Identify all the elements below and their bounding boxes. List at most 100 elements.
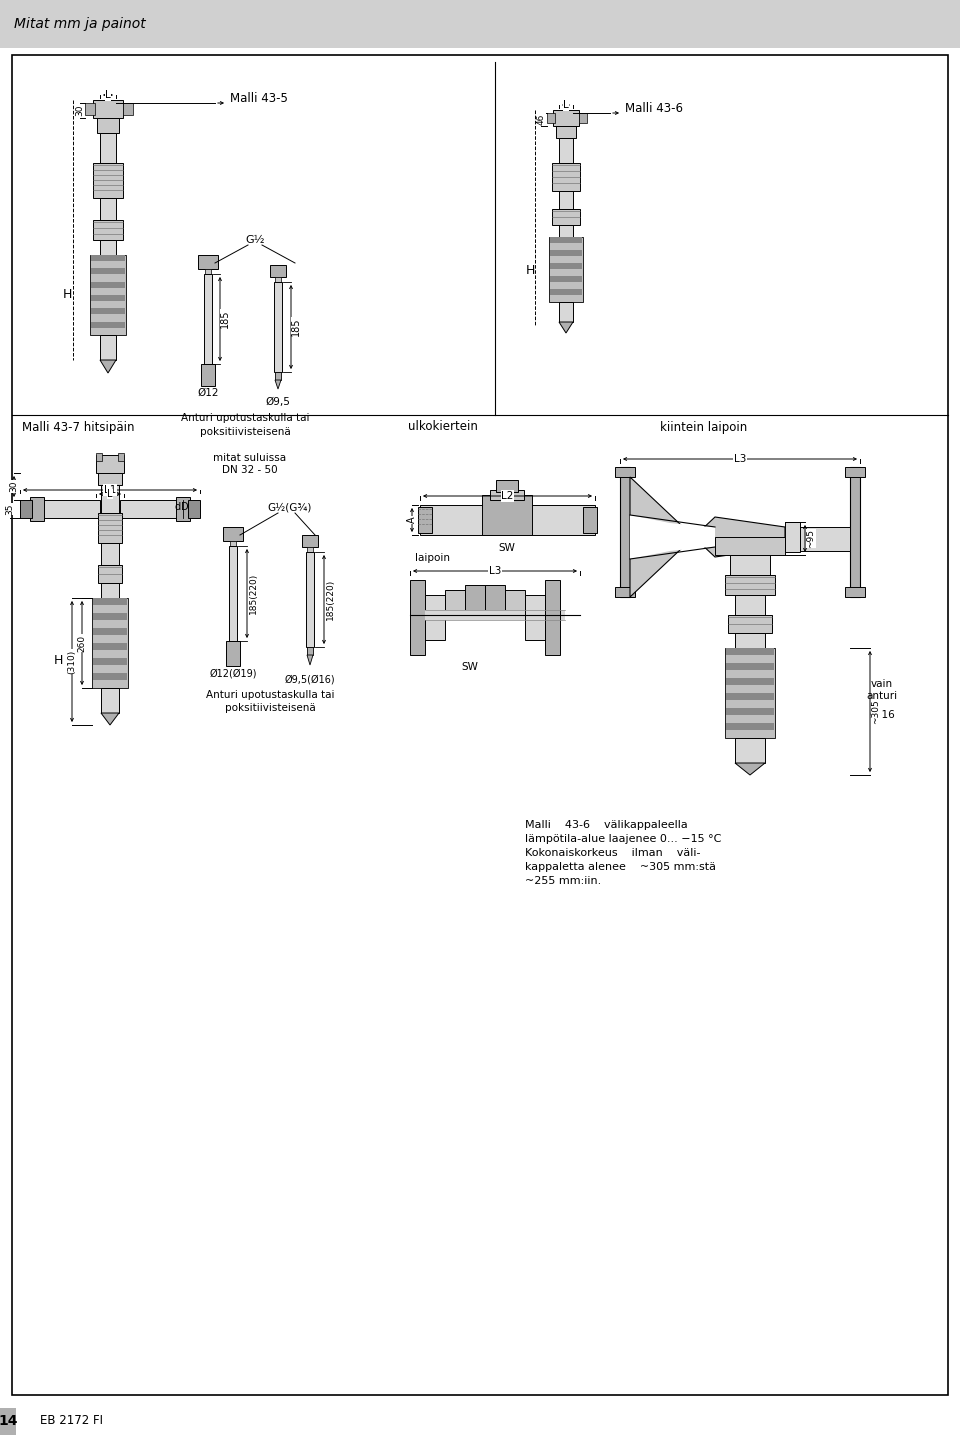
Bar [726,649,774,654]
Text: L: L [564,100,569,110]
Bar [583,507,597,532]
Text: lämpötila-alue laajenee 0... −15 °C: lämpötila-alue laajenee 0... −15 °C [525,834,721,844]
Bar [92,598,128,687]
Bar [482,495,532,535]
Bar [726,663,774,670]
Bar [223,527,243,541]
Bar [850,466,860,597]
Bar [845,466,865,476]
Bar [307,647,313,654]
Text: d: d [175,502,181,512]
Polygon shape [100,360,116,373]
Bar [425,596,445,640]
Text: 185(220): 185(220) [249,573,257,614]
Text: Malli 43-7 hitsipäin: Malli 43-7 hitsipäin [22,420,134,433]
Polygon shape [630,476,785,597]
Bar [425,610,565,620]
Bar [91,309,125,314]
Bar [0,0,960,47]
Bar [100,240,116,255]
Bar [97,118,119,133]
Bar [101,542,119,565]
Bar [275,372,281,380]
Text: Malli    43-6    välikappaleella: Malli 43-6 välikappaleella [525,819,687,829]
Bar [176,497,190,521]
Text: 30: 30 [10,481,18,492]
Bar [96,455,124,474]
Bar [91,281,125,288]
Bar [120,499,178,518]
Bar [275,277,281,283]
Text: Anturi upotustaskulla tai: Anturi upotustaskulla tai [180,413,309,423]
Text: ~255 mm:iin.: ~255 mm:iin. [525,875,601,885]
Bar [505,590,525,610]
Text: Mitat mm ja painot: Mitat mm ja painot [14,17,146,32]
Bar [98,474,122,485]
Bar [85,103,95,115]
Bar [201,364,215,386]
Bar [559,191,573,210]
Bar [93,164,123,198]
Bar [550,250,582,255]
Text: Kokonaiskorkeus    ilman    väli-: Kokonaiskorkeus ilman väli- [525,848,701,858]
Bar [552,164,580,191]
Text: kiintein laipoin: kiintein laipoin [660,420,747,433]
Bar [726,707,774,715]
Text: 30: 30 [76,105,84,116]
Bar [725,575,775,596]
Text: Anturi upotustaskulla tai: Anturi upotustaskulla tai [205,690,334,700]
Bar [730,555,770,575]
Bar [198,255,218,268]
Bar [302,535,318,547]
Text: Ø9,5(Ø16): Ø9,5(Ø16) [285,674,335,684]
Text: poksitiivisteisenä: poksitiivisteisenä [200,428,290,438]
Bar [100,133,116,164]
Bar [307,547,313,552]
Bar [420,505,595,535]
Bar [545,580,560,654]
Bar [226,641,240,666]
Bar [410,580,425,654]
Bar [101,583,119,598]
Bar [735,738,765,763]
Text: ~95: ~95 [806,530,815,548]
Bar [496,479,518,492]
Bar [735,633,765,649]
Bar [490,489,524,499]
Bar [93,613,127,620]
Bar [550,263,582,268]
Bar [93,659,127,664]
Bar [91,296,125,301]
Bar [93,100,123,118]
Bar [0,1408,960,1435]
Bar [101,687,119,713]
Bar [306,552,314,647]
Bar [91,255,125,261]
Bar [101,485,119,512]
Bar [98,512,122,542]
Text: 185(220): 185(220) [325,578,334,620]
Text: L2: L2 [501,491,514,501]
Bar [204,274,212,364]
Bar [735,596,765,616]
Bar [845,587,865,597]
Text: Ø 16: Ø 16 [870,710,895,720]
Text: G½(G¾): G½(G¾) [268,502,312,512]
Bar [93,629,127,634]
Text: (310): (310) [67,650,77,673]
Bar [30,497,44,521]
Text: kappaletta alenee    ~305 mm:stä: kappaletta alenee ~305 mm:stä [525,862,716,872]
Bar [93,598,127,604]
Text: 35: 35 [6,504,14,515]
Bar [550,237,582,243]
Bar [615,587,635,597]
Text: L3: L3 [489,565,501,575]
Text: 46: 46 [537,113,545,125]
Text: mitat suluissa: mitat suluissa [213,453,287,464]
Text: laipoin: laipoin [415,552,450,563]
Bar [205,268,211,274]
Bar [270,265,286,277]
Bar [550,276,582,281]
Text: Ø12(Ø19): Ø12(Ø19) [209,669,256,679]
Text: ~305: ~305 [872,699,880,723]
